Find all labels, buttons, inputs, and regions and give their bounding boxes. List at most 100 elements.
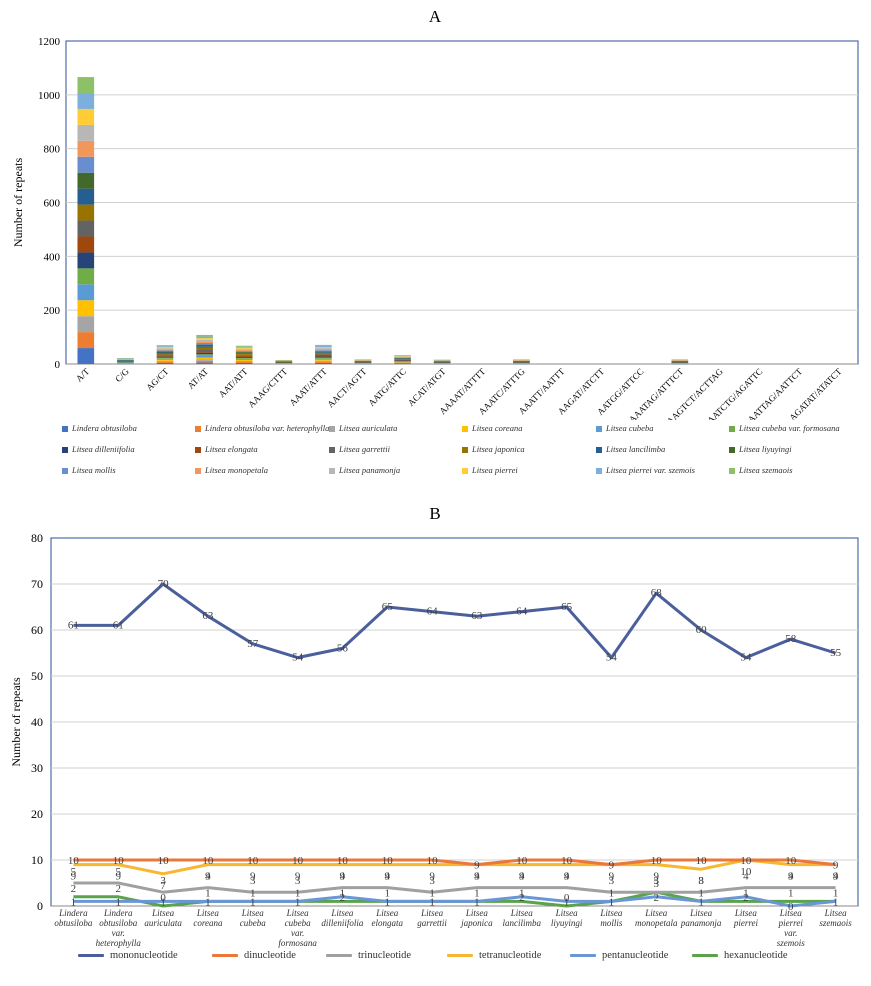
chart-b-data-label: 9 xyxy=(609,871,615,883)
chart-b-data-label: 54 xyxy=(292,652,304,664)
chart-a-bar-segment xyxy=(77,220,95,237)
chart-b-data-label: 3 xyxy=(654,875,660,887)
chart-a-bar-segment xyxy=(354,363,372,364)
chart-b-data-label: 1 xyxy=(385,896,391,908)
chart-a-bar-segment xyxy=(315,349,332,351)
chart-a-bar-segment xyxy=(513,362,530,364)
chart-b-data-label: 10 xyxy=(247,855,259,867)
chart-b-data-label: 10 xyxy=(158,855,170,867)
chart-b-data-label: 3 xyxy=(698,875,704,887)
chart-b-data-label: 9 xyxy=(250,871,256,883)
legend-label: Litsea coreana xyxy=(472,423,523,433)
chart-a-bar-segment xyxy=(196,334,213,337)
chart-a-bar-segment xyxy=(196,338,213,340)
chart-a-bar-segment xyxy=(394,357,411,358)
legend-swatch xyxy=(462,447,468,454)
chart-a-bar-segment xyxy=(671,361,689,362)
chart-b-data-label: 2 xyxy=(743,892,749,904)
chart-b-data-label: 4 xyxy=(519,871,525,883)
chart-b-xtick-label: Litsea garrettii xyxy=(417,908,447,928)
chart-b-data-label: 9 xyxy=(564,871,570,883)
chart-a-bar-segment xyxy=(156,349,174,351)
chart-a-xtick-label: A/T xyxy=(74,366,92,384)
chart-a-bar-segment xyxy=(394,356,411,358)
chart-b-data-label: 9 xyxy=(474,871,480,883)
chart-a-bar-segment xyxy=(156,360,174,362)
chart-a-bar-segment xyxy=(354,362,372,364)
chart-b-data-label: 60 xyxy=(696,624,708,636)
chart-a-bar-segment xyxy=(671,360,689,361)
legend-swatch xyxy=(329,426,335,433)
legend-line-swatch xyxy=(570,954,596,958)
chart-b-xtick-label: Litsea monopetala xyxy=(635,908,678,928)
chart-b-data-label: 2 xyxy=(116,883,122,895)
chart-b-data-label: 2 xyxy=(340,892,346,904)
chart-a-bar-segment xyxy=(117,361,134,362)
chart-a-bar-segment xyxy=(235,362,253,364)
chart-b-data-label: 68 xyxy=(651,587,663,599)
chart-b-data-label: 1 xyxy=(205,887,211,899)
chart-b-data-label: 3 xyxy=(250,875,256,887)
chart-b-data-label: 2 xyxy=(71,883,77,895)
chart-b-xtick-label: Litsea coreana xyxy=(193,908,223,928)
chart-a-bar-segment xyxy=(196,346,213,348)
legend-label: Litsea cubeba xyxy=(606,423,654,433)
chart-b-data-label: 10 xyxy=(292,855,304,867)
chart-b-ytick-label: 80 xyxy=(31,531,43,545)
chart-a-bar-segment xyxy=(394,358,411,360)
chart-b-data-label: 70 xyxy=(158,578,170,590)
chart-b-series-line xyxy=(73,895,836,908)
chart-b-data-label: 55 xyxy=(830,647,842,659)
chart-a-bar-segment xyxy=(513,359,530,361)
chart-a-bar-segment xyxy=(394,355,411,357)
legend-label: tetranucleotide xyxy=(479,950,542,961)
chart-b-data-label: 10 xyxy=(427,855,439,867)
chart-b-data-label: 9 xyxy=(71,871,77,883)
legend-label: Litsea panamonja xyxy=(339,465,401,475)
chart-b-data-label: 4 xyxy=(788,871,794,883)
chart-b-data-label: 1 xyxy=(295,896,301,908)
chart-b-legend-item: pentanucleotide xyxy=(570,950,668,961)
chart-a-bar-segment xyxy=(196,359,213,361)
chart-b-data-label: 3 xyxy=(295,875,301,887)
chart-a-bar-segment xyxy=(354,362,372,363)
chart-a-bar-segment xyxy=(156,345,174,347)
chart-a-bar-segment xyxy=(77,316,95,333)
chart-a-bar-segment xyxy=(77,77,95,94)
chart-b-data-label: 64 xyxy=(516,606,528,618)
chart-b-data-label: 1 xyxy=(564,896,570,908)
chart-b-data-label: 58 xyxy=(785,633,797,645)
chart-b-data-label: 9 xyxy=(205,871,211,883)
legend-label: Lindera obtusiloba var. heterophylla xyxy=(205,423,330,433)
chart-b-xtick-label: Litsea dilleniifolia xyxy=(321,908,363,928)
chart-a-bar-segment xyxy=(354,360,372,362)
chart-b-xtick-label: Litsea lancilimba xyxy=(503,908,542,928)
legend-swatch xyxy=(195,426,201,433)
chart-a-bar-segment xyxy=(235,360,253,362)
chart-b-ytick-label: 10 xyxy=(31,853,43,867)
chart-a-title: A xyxy=(429,7,442,26)
chart-a-bar-segment xyxy=(235,351,253,353)
chart-a-bar-segment xyxy=(315,351,332,353)
chart-b-data-label: 4 xyxy=(385,871,391,883)
chart-a-bar-segment xyxy=(513,360,530,361)
chart-a-bar-segment xyxy=(156,355,174,357)
chart-a-bar-segment xyxy=(235,346,253,348)
chart-b-data-label: 1 xyxy=(160,896,166,908)
chart-a-bar-segment xyxy=(196,339,213,342)
chart-a-bar-segment xyxy=(671,361,689,363)
chart-a-bar-segment xyxy=(354,361,372,362)
chart-b-xtick-label: Litsea cubeba xyxy=(240,908,266,928)
chart-b-data-label: 1 xyxy=(250,887,256,899)
chart-a-bar-segment xyxy=(315,355,332,357)
chart-b-data-label: 0 xyxy=(788,901,794,913)
chart-a-legend-item: Litsea szemaois xyxy=(729,465,793,475)
chart-a-xtick-label: AACT/AGTT xyxy=(325,366,368,409)
chart-b-data-label: 10 xyxy=(382,855,394,867)
chart-a-bar-segment xyxy=(235,353,253,355)
chart-a-bar-segment xyxy=(513,361,530,362)
chart-a-bar-segment xyxy=(117,362,134,364)
chart-a-bar-segment xyxy=(235,350,253,352)
chart-a-bar-segment xyxy=(117,363,134,364)
